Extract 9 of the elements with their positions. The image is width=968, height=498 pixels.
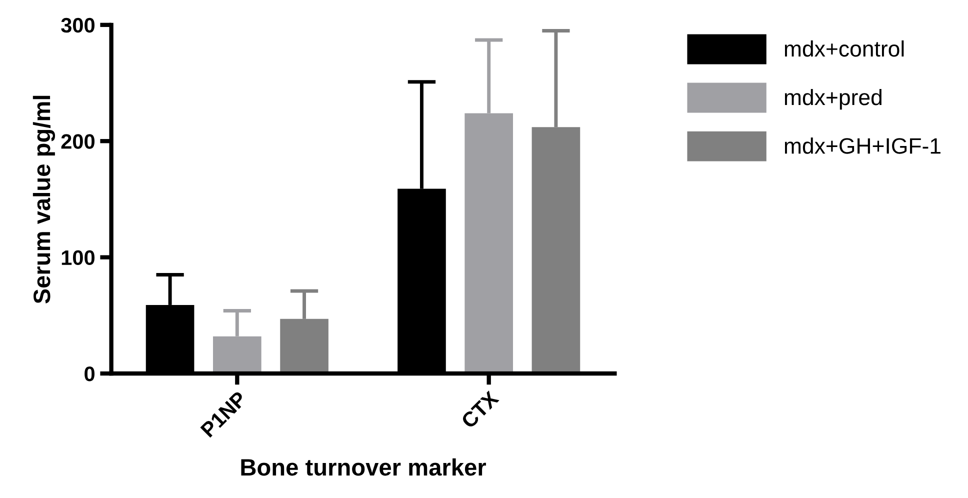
x-axis-title: Bone turnover marker bbox=[241, 458, 486, 476]
y-tick-label: 300 bbox=[61, 18, 94, 33]
y-tick-label: 200 bbox=[61, 134, 94, 149]
legend-label: mdx+control bbox=[784, 40, 904, 57]
legend-label: mdx+GH+IGF-1 bbox=[784, 138, 940, 154]
legend-label: mdx+pred bbox=[784, 88, 882, 110]
y-tick-label: 100 bbox=[62, 250, 94, 266]
y-axis-title: Serum value pg/ml bbox=[32, 96, 56, 304]
y-tick-label: 0 bbox=[84, 366, 94, 382]
